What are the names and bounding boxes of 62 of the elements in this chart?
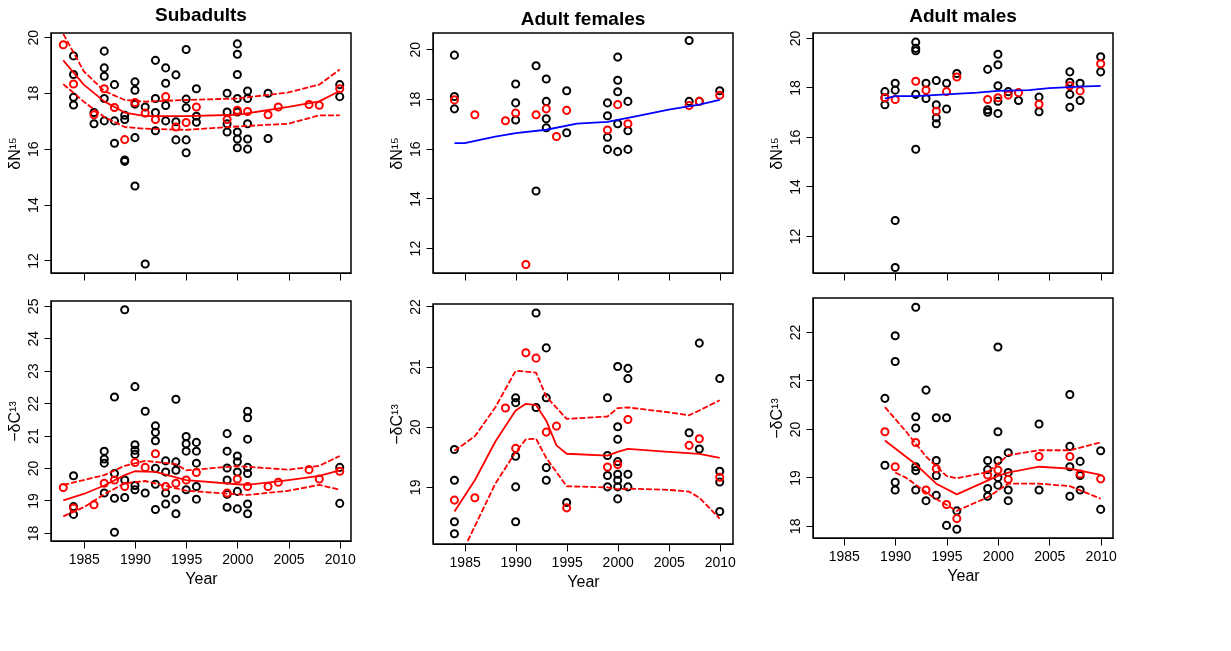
y-tick-label: 16 (786, 129, 803, 146)
y-axis-title: −δC¹³ (767, 397, 785, 439)
y-tick-label: 18 (406, 91, 423, 108)
y-tick-label: 19 (406, 479, 423, 496)
x-tick-label: 2005 (1034, 547, 1066, 564)
y-axis-title: δN¹⁵ (767, 137, 785, 170)
x-tick-label: 1995 (171, 550, 203, 567)
y-axis-title: δN¹⁵ (5, 137, 23, 170)
y-tick-label: 21 (786, 372, 803, 389)
x-tick-label: 1985 (449, 553, 481, 570)
y-tick-label: 20 (406, 419, 423, 435)
y-tick-label: 20 (406, 41, 423, 58)
x-axis-title: Year (567, 572, 601, 590)
x-tick-label: 2005 (653, 553, 685, 570)
x-tick-label: 1995 (551, 553, 583, 570)
chart-title: Subadults (155, 4, 247, 26)
y-tick-label: 22 (406, 298, 423, 315)
x-tick-label: 1985 (828, 547, 861, 564)
y-tick-label: 12 (786, 228, 803, 245)
y-tick-label: 23 (24, 363, 41, 380)
x-axis-title: Year (185, 569, 219, 587)
y-tick-label: 19 (24, 492, 41, 509)
x-tick-label: 2010 (324, 550, 357, 567)
y-axis-title: −δC¹³ (387, 403, 405, 445)
y-tick-label: 24 (24, 330, 41, 347)
x-tick-label: 1990 (500, 553, 532, 570)
x-axis-title: Year (947, 566, 981, 584)
y-tick-label: 20 (786, 30, 803, 47)
y-tick-label: 14 (406, 190, 423, 207)
y-tick-label: 25 (24, 298, 41, 315)
y-tick-label: 18 (786, 518, 803, 535)
chart-title: Adult males (909, 5, 1017, 27)
x-tick-label: 1990 (880, 547, 912, 564)
x-tick-label: 1985 (68, 550, 101, 567)
y-tick-label: 19 (786, 469, 803, 486)
y-tick-label: 21 (406, 359, 423, 375)
y-axis-title: δN¹⁵ (387, 137, 405, 170)
x-tick-label: 2000 (602, 553, 634, 570)
y-tick-label: 16 (24, 141, 41, 158)
x-tick-label: 1990 (119, 550, 152, 567)
x-tick-label: 2000 (982, 547, 1015, 564)
y-tick-label: 22 (786, 324, 803, 341)
y-tick-label: 20 (786, 421, 803, 438)
x-tick-label: 1995 (931, 547, 963, 564)
y-tick-label: 12 (406, 240, 423, 257)
x-tick-label: 2000 (222, 550, 254, 567)
x-tick-label: 2010 (1085, 547, 1117, 564)
x-tick-label: 2010 (704, 553, 737, 570)
y-tick-label: 18 (24, 85, 41, 102)
y-tick-label: 21 (24, 428, 41, 444)
y-tick-label: 22 (24, 395, 41, 412)
y-tick-label: 18 (786, 79, 803, 96)
y-tick-label: 14 (24, 197, 41, 213)
x-tick-label: 2005 (273, 550, 305, 567)
chart-title: Adult females (520, 7, 646, 29)
y-tick-label: 14 (786, 178, 803, 195)
y-axis-title: −δC¹³ (5, 400, 23, 442)
y-tick-label: 12 (24, 252, 41, 269)
y-tick-label: 16 (406, 141, 423, 157)
y-tick-label: 18 (24, 525, 41, 542)
y-tick-label: 20 (24, 460, 41, 477)
y-tick-label: 20 (24, 29, 41, 46)
